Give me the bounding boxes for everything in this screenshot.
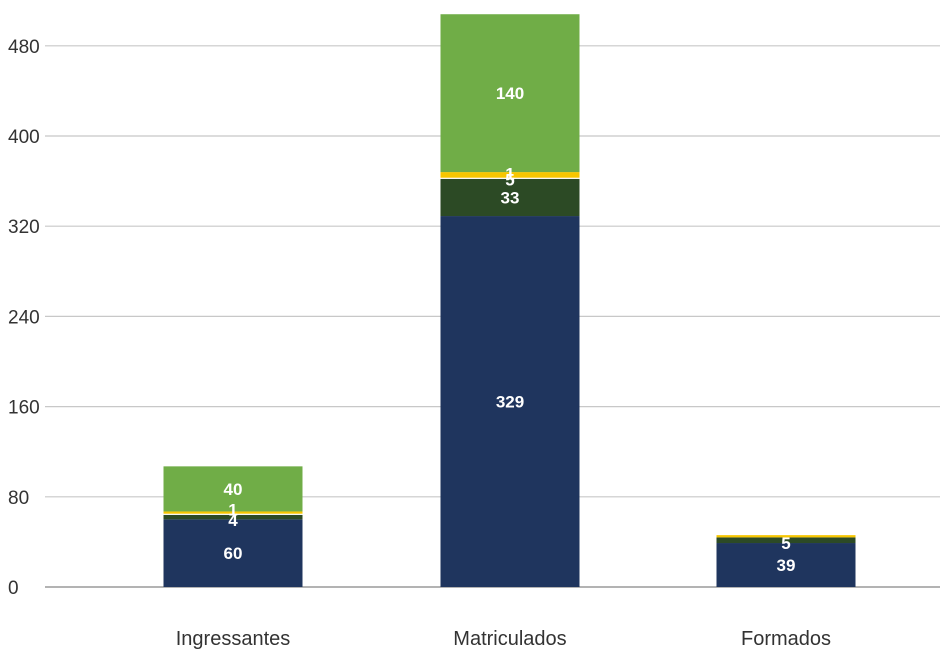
bars xyxy=(163,14,856,588)
bar-segment[interactable] xyxy=(163,511,303,514)
y-tick-label: 480 xyxy=(8,37,40,58)
bar-segment[interactable] xyxy=(440,14,580,173)
bar-segment[interactable] xyxy=(163,519,303,587)
data-label: 33 xyxy=(501,188,520,207)
data-label: 60 xyxy=(224,544,243,563)
data-label: 140 xyxy=(496,84,524,103)
y-axis-tick-labels: 0 80 160 240 320 400 480 xyxy=(8,37,40,599)
bar-segment[interactable] xyxy=(163,514,303,520)
bar-segment[interactable] xyxy=(163,513,303,515)
bar-segment[interactable] xyxy=(716,537,856,544)
data-label: 39 xyxy=(777,556,796,575)
y-tick-label: 400 xyxy=(8,127,40,148)
x-category-label: Formados xyxy=(741,628,831,650)
data-label: 1 xyxy=(505,165,514,184)
bar-segment[interactable] xyxy=(716,543,856,587)
data-label: 1 xyxy=(228,501,237,520)
y-tick-label: 320 xyxy=(8,217,40,238)
bar-segment[interactable] xyxy=(440,172,580,178)
bar-segment[interactable] xyxy=(440,178,580,217)
y-tick-label: 160 xyxy=(8,398,40,419)
x-category-label: Ingressantes xyxy=(176,628,291,650)
data-label: 5 xyxy=(781,534,790,553)
data-label: 4 xyxy=(228,511,238,530)
bar-segment[interactable] xyxy=(440,177,580,179)
y-tick-label: 240 xyxy=(8,307,40,328)
data-label: 40 xyxy=(224,480,243,499)
x-category-label: Matriculados xyxy=(453,628,566,650)
bar-segment[interactable] xyxy=(440,216,580,588)
bar-segment[interactable] xyxy=(163,466,303,512)
x-axis-category-labels: Ingressantes Matriculados Formados xyxy=(176,628,831,650)
y-tick-label: 80 xyxy=(8,488,29,509)
bar-segment[interactable] xyxy=(716,535,856,538)
y-tick-label: 0 xyxy=(8,578,19,599)
data-label: 5 xyxy=(505,171,514,190)
data-label: 329 xyxy=(496,393,524,412)
